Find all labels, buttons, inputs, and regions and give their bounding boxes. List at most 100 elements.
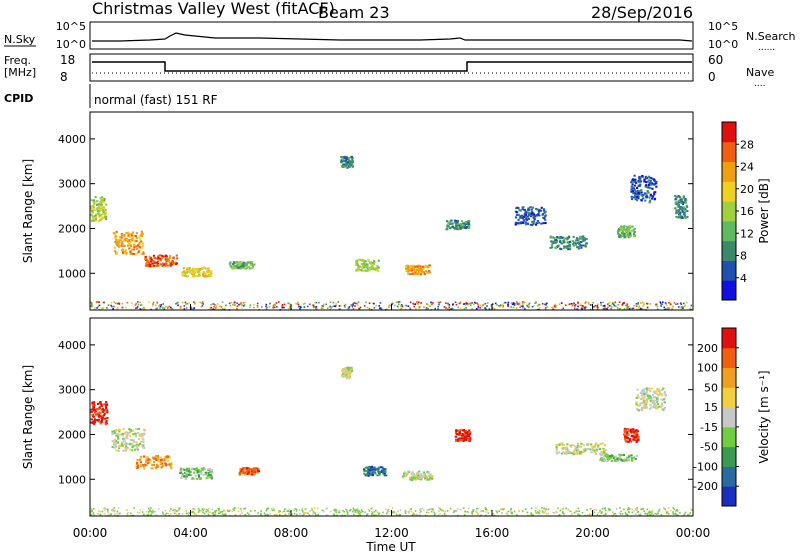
data-cell	[113, 305, 116, 308]
data-cell	[145, 258, 148, 261]
data-cell	[365, 473, 368, 476]
data-cell	[556, 452, 559, 455]
data-cell	[604, 307, 607, 310]
data-cell	[635, 305, 638, 307]
data-cell	[334, 511, 336, 513]
data-cell	[428, 269, 431, 272]
data-cell	[95, 216, 98, 219]
data-cell	[580, 241, 583, 244]
data-cell	[544, 302, 547, 305]
data-cell	[188, 271, 191, 274]
data-cell	[146, 260, 149, 263]
data-cell	[147, 259, 150, 262]
data-cell	[308, 514, 311, 516]
data-cell	[169, 513, 172, 515]
data-cell	[524, 211, 527, 214]
data-cell	[655, 399, 658, 402]
colorbar-tick-label: 50	[704, 381, 718, 394]
data-cell	[192, 468, 195, 471]
data-cell	[196, 471, 199, 474]
data-cell	[304, 508, 307, 510]
data-cell	[260, 513, 262, 516]
data-cell	[405, 304, 408, 307]
data-cell	[204, 471, 207, 474]
data-cell	[147, 513, 150, 516]
nsearch-tick-top: 10^5	[708, 20, 738, 33]
data-cell	[467, 507, 470, 510]
data-cell	[612, 514, 615, 516]
data-cell	[573, 302, 575, 305]
data-cell	[600, 301, 602, 304]
data-cell	[100, 201, 103, 204]
data-cell	[677, 205, 680, 208]
data-cell	[172, 509, 174, 512]
data-cell	[446, 510, 449, 512]
data-cell	[135, 237, 138, 240]
data-cell	[649, 400, 652, 403]
data-cell	[99, 510, 101, 513]
data-cell	[114, 241, 117, 243]
data-cell	[321, 509, 324, 512]
data-cell	[299, 307, 301, 310]
data-cell	[531, 206, 535, 209]
data-cell	[662, 507, 665, 509]
data-cell	[635, 191, 638, 194]
data-cell	[644, 400, 647, 403]
data-cell	[438, 507, 440, 509]
data-cell	[322, 307, 324, 309]
data-cell	[211, 512, 214, 515]
data-cell	[602, 447, 605, 450]
data-cell	[152, 463, 155, 466]
data-cell	[628, 454, 631, 457]
data-cell	[563, 447, 566, 449]
data-cell	[568, 451, 571, 454]
data-cell	[388, 304, 390, 307]
data-cell	[539, 306, 541, 309]
data-cell	[188, 469, 191, 472]
data-cell	[102, 208, 105, 211]
data-cell	[346, 373, 349, 376]
data-cell	[623, 431, 626, 434]
data-cell	[473, 303, 475, 305]
data-cell	[557, 507, 559, 510]
data-cell	[150, 513, 152, 516]
data-cell	[203, 266, 206, 269]
data-cell	[346, 162, 349, 165]
y-tick-label: 2000	[58, 428, 86, 441]
data-cell	[414, 303, 417, 305]
data-cell	[182, 274, 185, 277]
data-cell	[544, 509, 547, 512]
data-cell	[194, 268, 197, 270]
data-cell	[531, 212, 534, 215]
data-cell	[241, 264, 244, 267]
data-cell	[243, 471, 247, 474]
data-cell	[93, 514, 96, 517]
data-cell	[555, 451, 558, 454]
data-cell	[638, 404, 641, 407]
data-cell	[110, 301, 113, 304]
data-cell	[116, 243, 119, 246]
data-cell	[409, 476, 412, 479]
data-cell	[141, 242, 144, 245]
data-cell	[649, 199, 652, 202]
data-cell	[350, 370, 354, 372]
data-cell	[532, 220, 535, 223]
data-cell	[554, 306, 557, 308]
data-cell	[184, 272, 187, 275]
data-cell	[155, 467, 158, 470]
data-cell	[656, 407, 659, 410]
data-cell	[116, 302, 119, 305]
data-cell	[684, 513, 686, 515]
data-cell	[193, 307, 195, 309]
data-cell	[117, 507, 120, 509]
data-cell	[287, 510, 290, 512]
data-cell	[353, 302, 355, 304]
data-cell	[93, 418, 97, 421]
data-cell	[601, 459, 604, 462]
data-cell	[428, 264, 431, 267]
data-cell	[121, 444, 124, 447]
data-cell	[217, 308, 220, 311]
data-cell	[676, 303, 679, 305]
data-cell	[288, 513, 290, 515]
data-cell	[123, 250, 127, 253]
